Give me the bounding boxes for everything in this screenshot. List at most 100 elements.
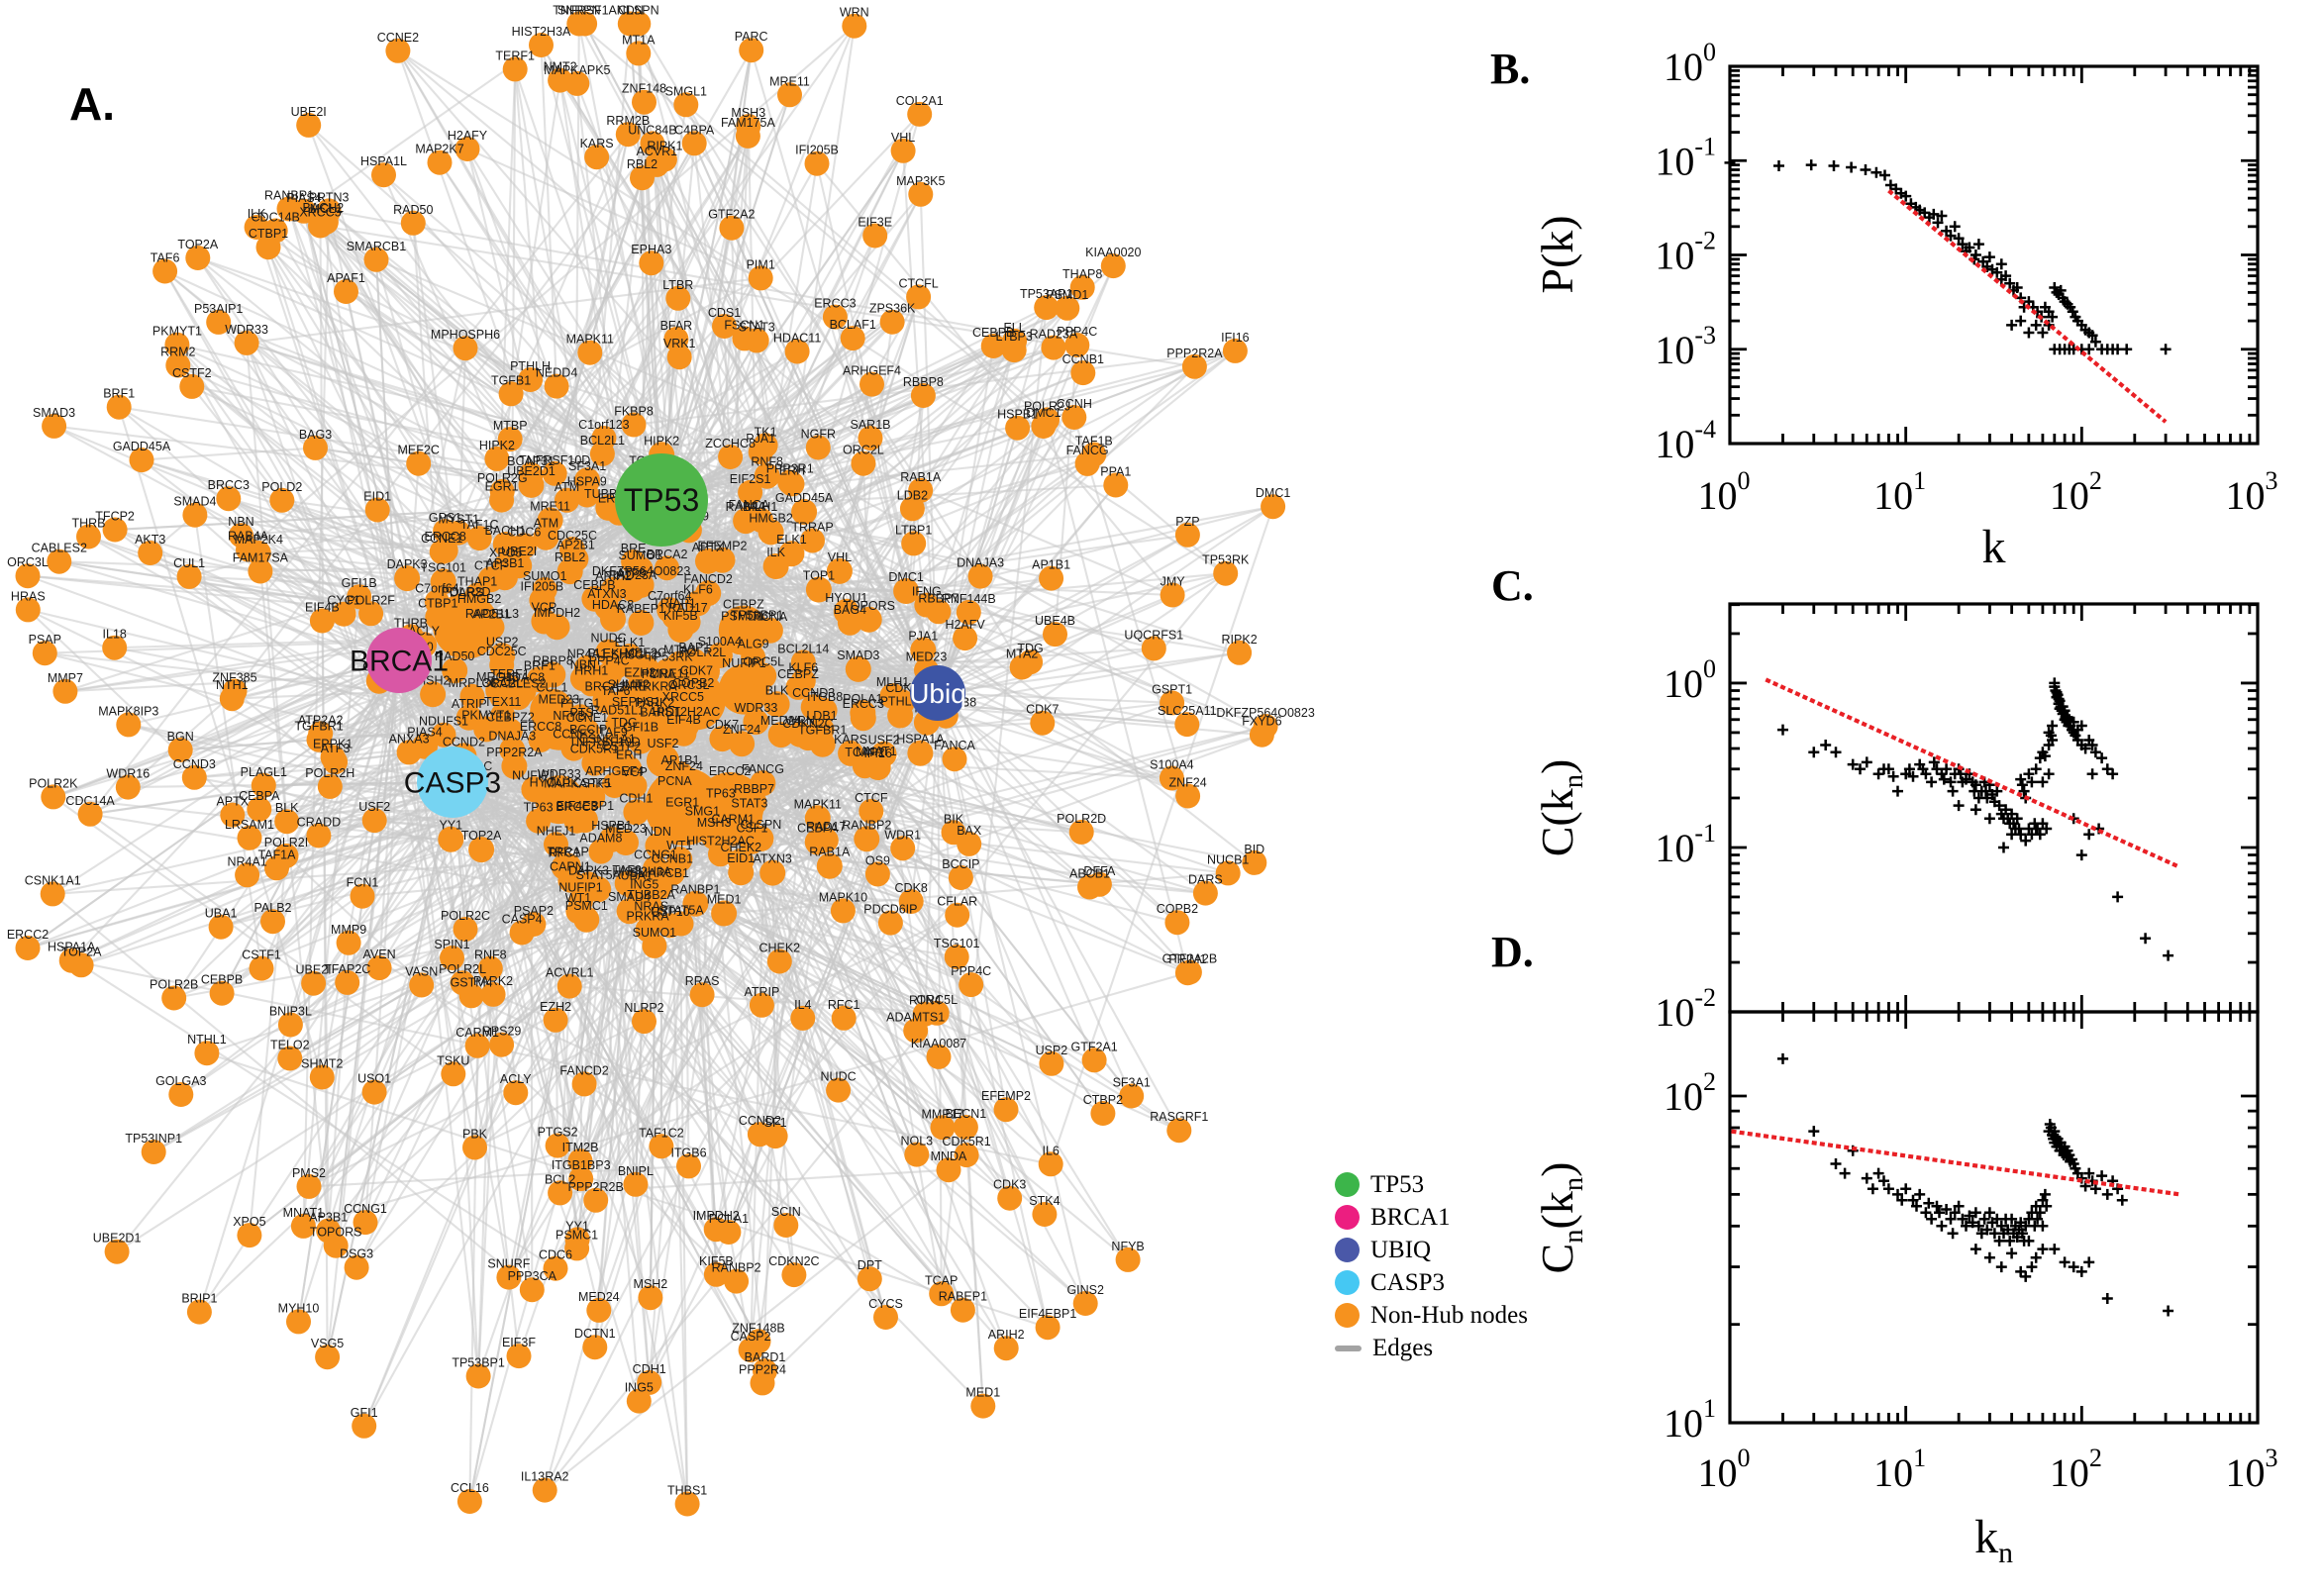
non-hub-node bbox=[635, 917, 660, 943]
non-hub-node bbox=[331, 601, 356, 627]
hub-node-brca1 bbox=[366, 628, 432, 693]
edge bbox=[452, 781, 966, 1129]
node-label: TGFBR1 bbox=[294, 720, 343, 734]
node-label: TAF9 bbox=[598, 726, 628, 740]
non-hub-node bbox=[729, 617, 756, 644]
node-label: NLRP2 bbox=[624, 1001, 663, 1015]
node-label: ARHGEF4 bbox=[843, 364, 901, 378]
node-label: PPP2R4 bbox=[739, 1362, 786, 1376]
non-hub-node bbox=[1081, 1047, 1107, 1073]
axis-label: C(kn​) bbox=[1532, 759, 1589, 857]
node-label: TFAP2C bbox=[324, 962, 370, 976]
non-hub-node bbox=[489, 652, 515, 678]
edge bbox=[640, 722, 1043, 743]
node-label: PJA1 bbox=[746, 432, 775, 446]
node-label: LTBP1 bbox=[895, 523, 932, 537]
node-label: PPP4C bbox=[589, 654, 630, 668]
non-hub-node bbox=[571, 807, 598, 834]
non-hub-node bbox=[409, 972, 435, 998]
node-label: VSG5 bbox=[311, 1337, 344, 1350]
non-hub-node bbox=[736, 114, 761, 140]
non-hub-node bbox=[336, 930, 361, 955]
non-hub-node bbox=[657, 913, 683, 939]
node-label: CLSPN bbox=[741, 818, 782, 832]
node-label: NR4A1 bbox=[567, 648, 607, 661]
non-hub-node bbox=[237, 825, 262, 850]
node-label: DFFA bbox=[1083, 864, 1116, 878]
non-hub-node bbox=[926, 1044, 952, 1069]
edge bbox=[51, 893, 533, 1291]
node-label: HMGB2 bbox=[457, 592, 502, 606]
node-label: NTH1 bbox=[216, 678, 249, 692]
node-label: FANCA bbox=[728, 498, 769, 512]
non-hub-node bbox=[594, 595, 620, 621]
tick-label: 100 bbox=[1664, 38, 1716, 89]
non-hub-node bbox=[750, 1370, 775, 1396]
node-label: SNRPN bbox=[557, 4, 601, 18]
non-hub-node bbox=[1119, 1083, 1145, 1109]
edge bbox=[246, 659, 400, 876]
non-hub-node bbox=[950, 1297, 975, 1323]
node-label: TP53INP1 bbox=[125, 1132, 182, 1146]
non-hub-node bbox=[1159, 765, 1184, 791]
node-label: ING5 bbox=[625, 1381, 654, 1395]
node-label: SF3A1 bbox=[1113, 1076, 1151, 1090]
node-label: CEBPA bbox=[239, 789, 280, 803]
edge bbox=[52, 796, 315, 985]
node-label: CRADD bbox=[297, 816, 341, 830]
non-hub-node bbox=[371, 162, 396, 188]
node-label: TDG bbox=[611, 716, 637, 730]
non-hub-node bbox=[639, 250, 664, 276]
non-hub-node bbox=[366, 955, 392, 981]
node-label: EID1 bbox=[363, 490, 391, 504]
non-hub-node bbox=[497, 427, 523, 452]
node-label: POLR2C bbox=[441, 909, 490, 923]
non-hub-node bbox=[442, 657, 468, 684]
node-label: TP63 bbox=[706, 787, 736, 801]
node-label: MAPKAPK5 bbox=[544, 777, 610, 791]
node-label: SF1 bbox=[764, 1116, 787, 1130]
node-label: STAT5A bbox=[658, 904, 704, 918]
node-label: CCND2 bbox=[443, 735, 485, 748]
node-label: PCNA bbox=[657, 774, 692, 788]
non-hub-node bbox=[568, 1166, 594, 1192]
node-label: SAR1B bbox=[851, 418, 891, 432]
tick-label: 100 bbox=[1664, 654, 1716, 706]
node-label: EGR1 bbox=[485, 480, 519, 494]
non-hub-node bbox=[40, 881, 65, 907]
legend-item-casp3: CASP3 bbox=[1335, 1266, 1563, 1299]
edge bbox=[694, 505, 1274, 905]
non-hub-node bbox=[544, 373, 569, 399]
node-label: GADD45A bbox=[113, 440, 171, 453]
node-label: PSMC1 bbox=[556, 1228, 598, 1242]
node-label: TAF1C bbox=[460, 518, 499, 532]
node-label: BRCA2 bbox=[647, 548, 688, 561]
non-hub-node bbox=[626, 41, 652, 66]
edge bbox=[834, 316, 940, 694]
node-label: FANCG bbox=[1066, 444, 1109, 457]
edge bbox=[141, 458, 400, 661]
edge bbox=[347, 692, 939, 984]
non-hub-node bbox=[564, 1227, 590, 1252]
non-hub-node bbox=[1227, 640, 1253, 665]
non-hub-node bbox=[1174, 712, 1200, 738]
non-hub-node bbox=[385, 38, 411, 63]
non-hub-node bbox=[790, 668, 816, 694]
non-hub-node bbox=[1032, 1202, 1058, 1227]
node-label: CFLAR bbox=[937, 895, 977, 909]
edge bbox=[52, 659, 400, 798]
non-hub-node bbox=[581, 749, 608, 776]
non-hub-node bbox=[578, 671, 604, 697]
node-label: CSTF1 bbox=[242, 948, 281, 962]
hub-node-casp3 bbox=[417, 747, 488, 818]
node-label: AP1B1 bbox=[661, 753, 700, 767]
non-hub-node bbox=[749, 992, 774, 1018]
node-label: DSG3 bbox=[340, 1247, 373, 1261]
node-label: NOL3 bbox=[900, 1135, 933, 1148]
edge bbox=[660, 340, 1016, 501]
non-hub-node bbox=[277, 1046, 303, 1071]
node-label: USP2 bbox=[486, 635, 519, 648]
node-label: DPT bbox=[858, 1258, 882, 1272]
node-label: CDK8 bbox=[895, 881, 928, 895]
node-label: NTHL1 bbox=[187, 1033, 227, 1047]
